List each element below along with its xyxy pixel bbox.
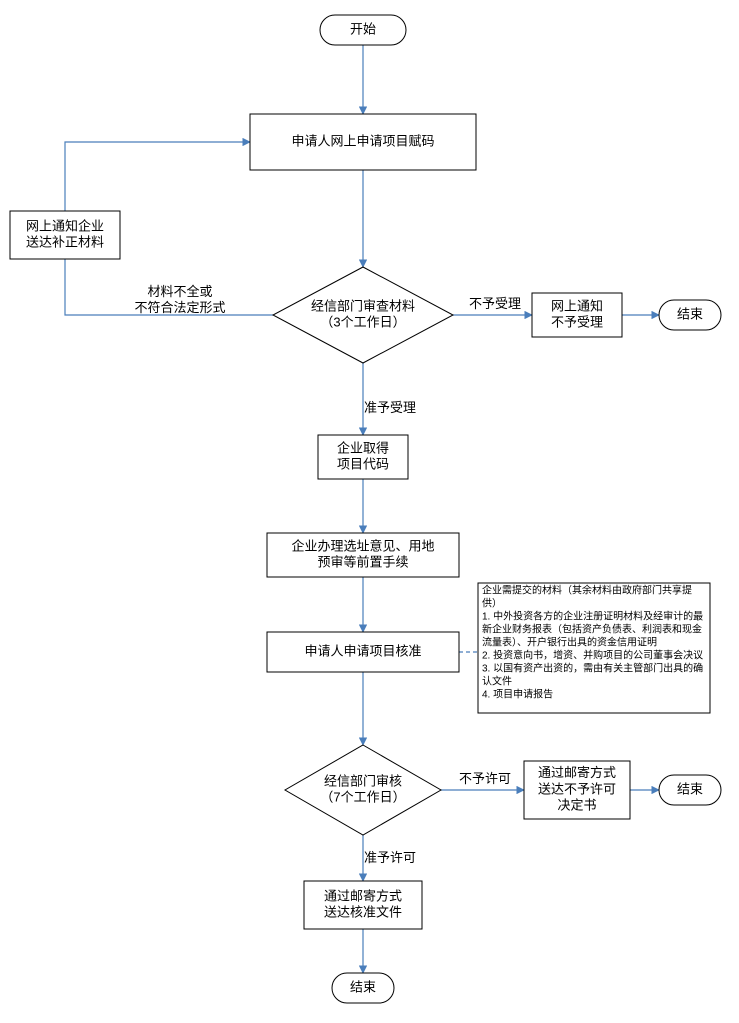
apply-approval-text: 申请人申请项目核准 (304, 643, 421, 658)
note-text: 4. 项目申请报告 (482, 687, 553, 700)
pre-proc-text: 预审等前置手续 (317, 555, 408, 570)
edge-label: 准予受理 (364, 400, 416, 415)
edge-label: 不予许可 (459, 771, 511, 786)
review2-text: 经信部门审核 (324, 773, 402, 788)
notify-reject-text: 不予受理 (551, 315, 603, 330)
review2-text: （7个工作日） (320, 790, 405, 805)
note-text: 2. 投资意向书，增资、并购项目的公司董事会决议 (482, 648, 703, 661)
note-text: 企业需提交的材料（其余材料由政府部门共享提 (482, 583, 692, 596)
edge-label: 不符合法定形式 (134, 300, 225, 315)
apply-text: 申请人网上申请项目赋码 (291, 133, 434, 148)
notify-reject-text: 网上通知 (551, 298, 603, 313)
review1-text: （3个工作日） (320, 315, 405, 330)
flowchart-canvas: 材料不全或不符合法定形式不予受理准予受理不予许可准予许可开始申请人网上申请项目赋… (0, 0, 739, 1023)
end3-text: 结束 (350, 979, 376, 994)
edge-label: 准予许可 (364, 850, 416, 865)
end1-text: 结束 (677, 306, 703, 321)
note-text: 流量表）、开户银行出具的资金信用证明 (482, 635, 657, 648)
edge-label: 不予受理 (469, 296, 521, 311)
mail-reject-text: 通过邮寄方式 (538, 765, 616, 780)
get-code-text: 企业取得 (337, 440, 389, 455)
pre-proc-text: 企业办理选址意见、用地 (291, 538, 434, 553)
edge-label: 材料不全或 (147, 284, 212, 299)
mail-approve-text: 通过邮寄方式 (324, 888, 402, 903)
mail-reject-text: 送达不予许可 (538, 781, 616, 796)
note-text: 新企业财务报表（包括资产负债表、利润表和现金 (482, 622, 702, 635)
review1-text: 经信部门审查材料 (311, 298, 415, 313)
start-text: 开始 (350, 21, 376, 36)
mail-reject-text: 决定书 (557, 798, 596, 813)
get-code-text: 项目代码 (337, 457, 389, 472)
notify-correct-text: 送达补正材料 (26, 235, 104, 250)
notify-correct-text: 网上通知企业 (26, 218, 104, 233)
note-text: 供） (482, 596, 502, 609)
end2-text: 结束 (677, 781, 703, 796)
note-text: 认文件 (482, 674, 512, 687)
note-text: 3. 以国有资产出资的，需由有关主管部门出具的确 (482, 661, 703, 674)
mail-approve-text: 送达核准文件 (324, 905, 402, 920)
edge-notify_correct-apply (65, 142, 250, 211)
note-text: 1. 中外投资各方的企业注册证明材料及经审计的最 (482, 609, 703, 622)
